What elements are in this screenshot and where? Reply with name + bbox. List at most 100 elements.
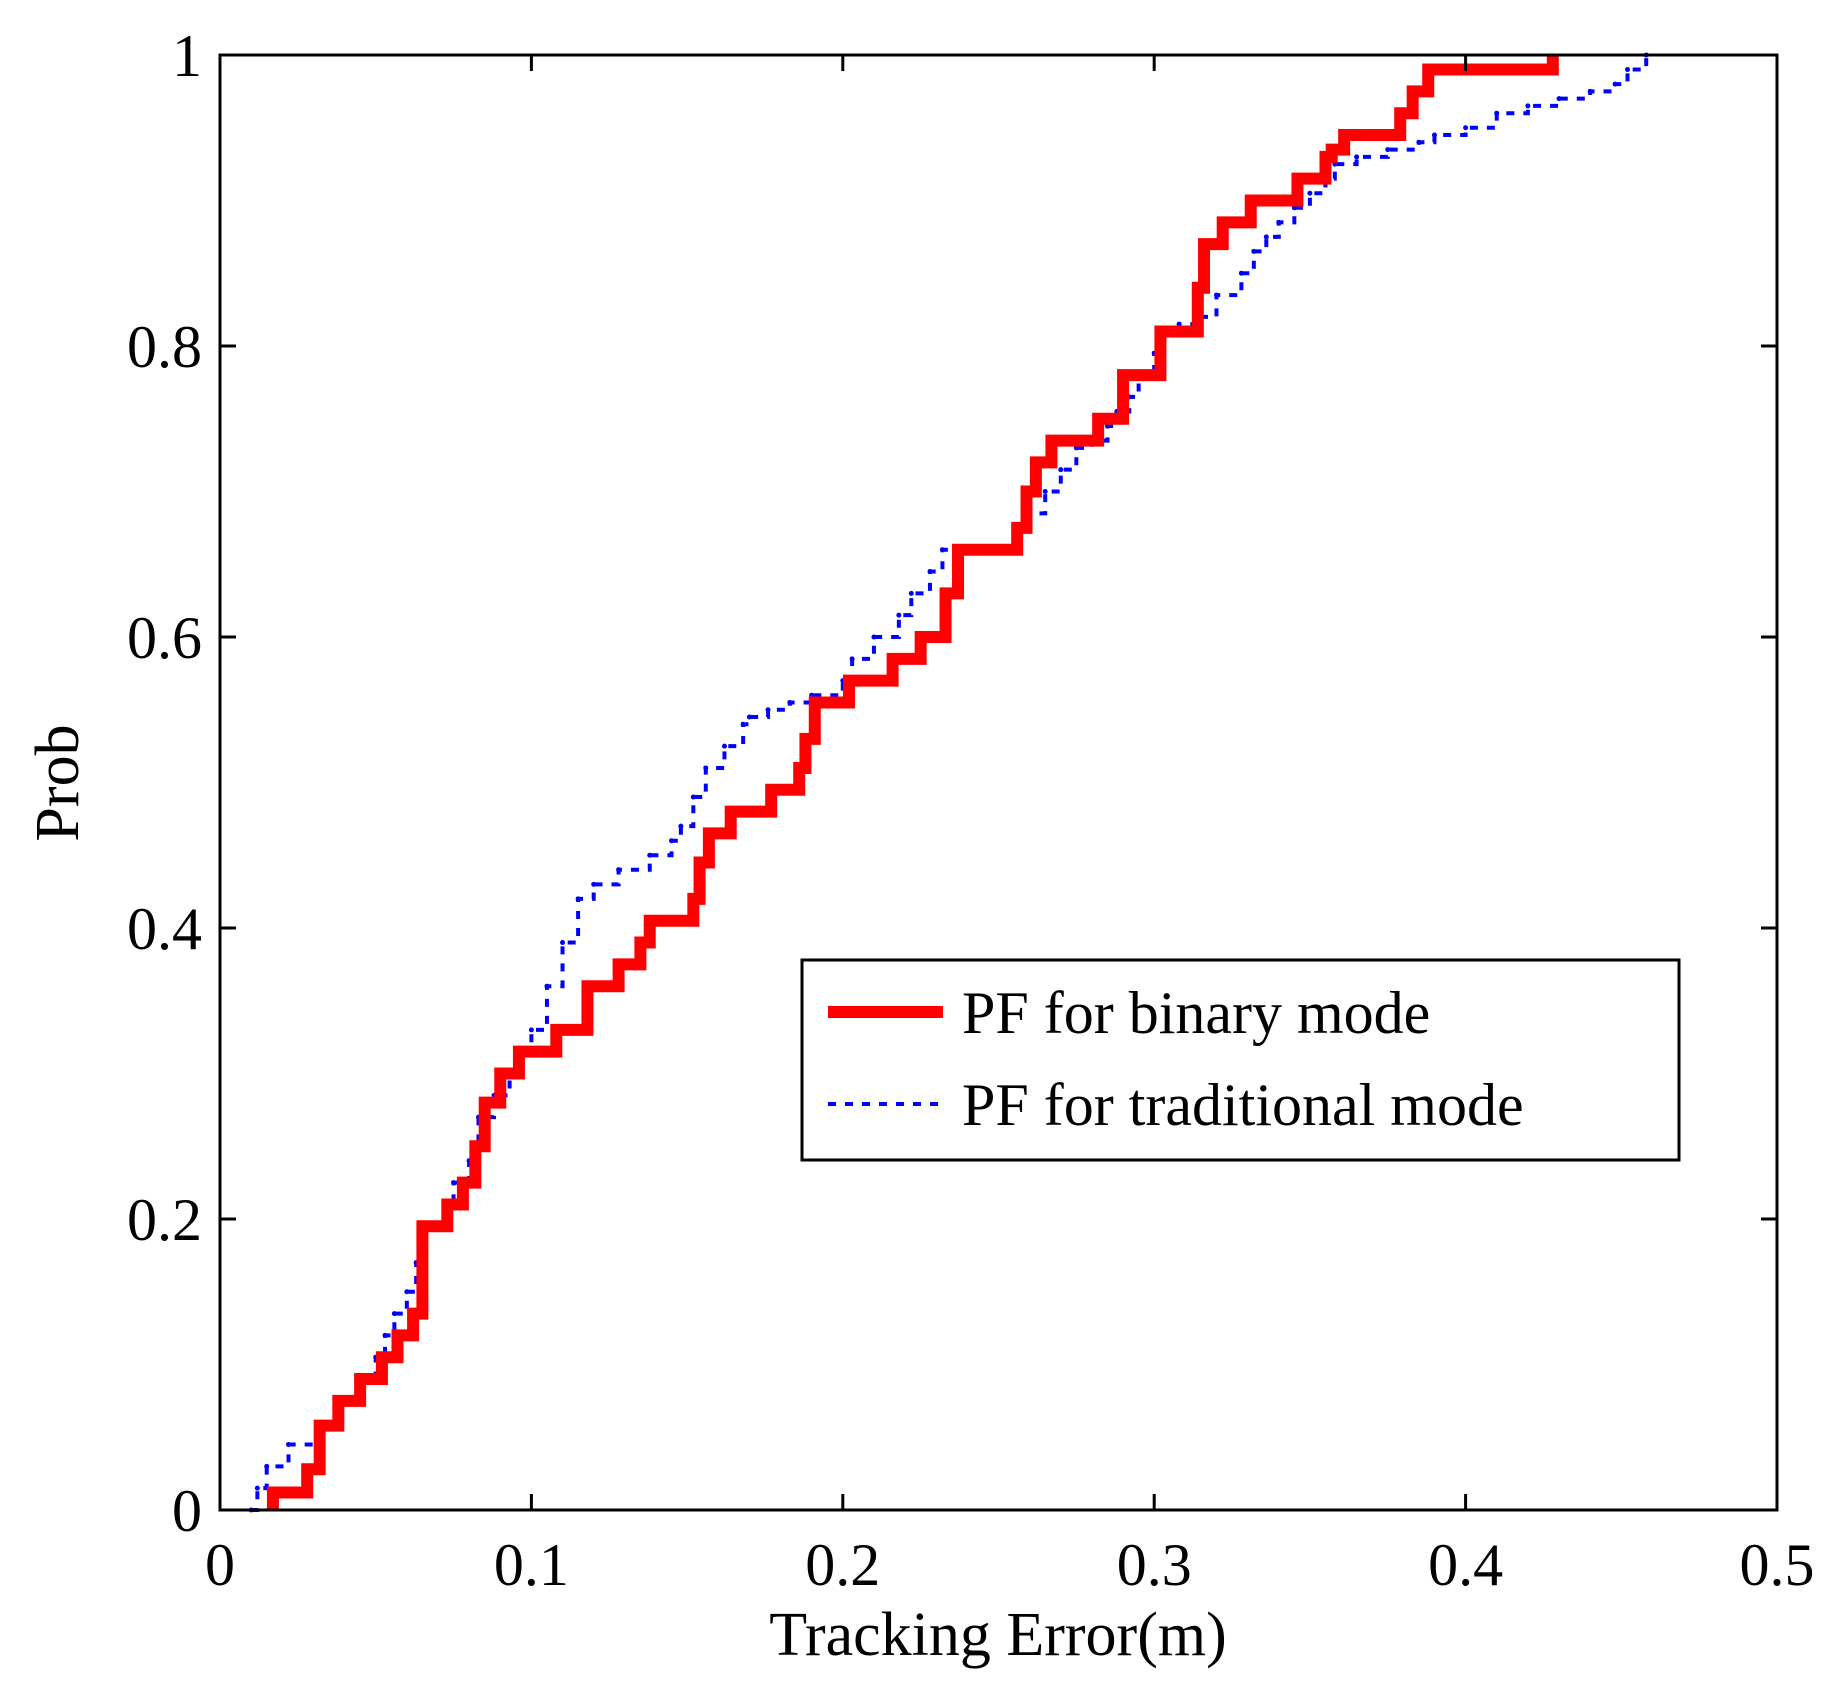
series-point-traditional xyxy=(1332,161,1338,167)
series-point-traditional xyxy=(1625,67,1631,73)
series-point-binary xyxy=(798,766,801,769)
series-point-binary xyxy=(1122,374,1125,377)
series-point-traditional xyxy=(939,547,945,553)
series-point-binary xyxy=(483,1101,486,1104)
series-point-traditional xyxy=(669,838,675,844)
series-point-binary xyxy=(1330,148,1333,151)
series-point-traditional xyxy=(1416,139,1422,145)
series-point-binary xyxy=(1034,461,1037,464)
series-point-traditional xyxy=(908,590,914,596)
series-point-traditional xyxy=(254,1485,260,1491)
series-point-binary xyxy=(499,1072,502,1075)
series-point-binary xyxy=(1399,112,1402,115)
series-point-traditional xyxy=(1556,96,1562,102)
plot-content xyxy=(248,52,1649,1513)
series-point-binary xyxy=(271,1491,274,1494)
series-point-binary xyxy=(1016,526,1019,529)
x-tick-label: 0 xyxy=(205,1532,235,1598)
y-tick-label: 0.6 xyxy=(127,605,202,671)
series-point-traditional xyxy=(703,765,709,771)
y-tick-labels: 0 0.2 0.4 0.6 0.8 1 xyxy=(127,23,202,1544)
legend-label-binary: PF for binary mode xyxy=(962,980,1430,1046)
series-point-binary xyxy=(412,1312,415,1315)
series-point-traditional xyxy=(1073,445,1079,451)
series-point-binary xyxy=(770,788,773,791)
x-tick-label: 0.2 xyxy=(805,1532,880,1598)
series-point-binary xyxy=(446,1203,449,1206)
series-point-traditional xyxy=(1525,103,1531,109)
series-point-traditional xyxy=(809,692,815,698)
series-point-binary xyxy=(517,1050,520,1053)
series-point-traditional xyxy=(1385,147,1391,153)
series-point-traditional xyxy=(1104,423,1110,429)
y-axis-title: Prob xyxy=(24,724,92,841)
series-point-binary xyxy=(1159,330,1162,333)
series-point-traditional xyxy=(765,707,771,713)
series-point-binary xyxy=(729,810,732,813)
series-point-binary xyxy=(1411,90,1414,93)
series-point-binary xyxy=(1203,243,1206,246)
series-point-binary xyxy=(944,592,947,595)
legend-label-traditional: PF for traditional mode xyxy=(962,1072,1524,1138)
series-point-traditional xyxy=(544,983,550,989)
series-point-traditional xyxy=(787,699,793,705)
series-point-traditional xyxy=(404,1289,410,1295)
series-point-traditional xyxy=(740,721,746,727)
series-point-binary xyxy=(1025,490,1028,493)
series-point-traditional xyxy=(1307,190,1313,196)
legend-box xyxy=(800,958,1681,1162)
series-point-traditional xyxy=(1587,88,1593,94)
series-point-binary xyxy=(957,548,960,551)
series-point-traditional xyxy=(690,794,696,800)
x-tick-label: 0.1 xyxy=(494,1532,569,1598)
series-point-binary xyxy=(848,679,851,682)
series-point-binary xyxy=(1196,286,1199,289)
series-point-binary xyxy=(306,1468,309,1471)
series-point-traditional xyxy=(1612,81,1618,87)
y-tick-label: 0 xyxy=(172,1478,202,1544)
series-line-binary xyxy=(266,55,1559,1510)
series-point-traditional xyxy=(451,1180,457,1186)
x-tick-labels: 0 0.1 0.2 0.3 0.4 0.5 xyxy=(205,1532,1815,1598)
series-point-binary xyxy=(474,1145,477,1148)
series-point-binary xyxy=(555,1028,558,1031)
series-point-traditional xyxy=(1238,270,1244,276)
series-point-traditional xyxy=(1463,125,1469,131)
series-point-traditional xyxy=(575,896,581,902)
series-point-traditional xyxy=(1042,489,1048,494)
x-axis-title: Tracking Error(m) xyxy=(769,1601,1226,1669)
series-point-binary xyxy=(698,861,701,864)
series-point-traditional xyxy=(1276,219,1282,225)
series-point-traditional xyxy=(1058,467,1064,473)
series-point-binary xyxy=(1221,221,1224,224)
series-point-binary xyxy=(1324,155,1327,158)
series-point-traditional xyxy=(1213,292,1219,298)
series-point-binary xyxy=(337,1399,340,1402)
series-point-binary xyxy=(804,737,807,740)
series-point-traditional xyxy=(1354,154,1360,160)
series-point-traditional xyxy=(871,634,877,640)
legend: PF for binary mode PF for traditional mo… xyxy=(800,958,1681,1162)
series-point-binary xyxy=(586,985,589,988)
series-point-binary xyxy=(1050,439,1053,442)
series-point-binary xyxy=(1249,199,1252,202)
series-point-binary xyxy=(1343,134,1346,137)
series-point-binary xyxy=(421,1225,424,1228)
series-point-traditional xyxy=(1291,205,1297,211)
series-point-traditional xyxy=(382,1332,388,1338)
series-point-binary xyxy=(692,897,695,900)
series-point-binary xyxy=(1296,177,1299,180)
series-point-binary xyxy=(1427,68,1430,71)
series-point-traditional xyxy=(849,656,855,662)
axis-ticks xyxy=(218,53,1779,1512)
series-point-traditional xyxy=(746,714,752,720)
y-tick-label: 0.2 xyxy=(127,1187,202,1253)
series-point-traditional xyxy=(647,852,653,858)
x-tick-label: 0.3 xyxy=(1117,1532,1192,1598)
series-point-traditional xyxy=(927,569,933,575)
series-point-traditional xyxy=(1263,234,1269,240)
series-point-traditional xyxy=(391,1311,397,1317)
series-point-binary xyxy=(919,636,922,638)
series-point-traditional xyxy=(286,1442,292,1448)
y-tick-label: 0.4 xyxy=(127,896,202,962)
